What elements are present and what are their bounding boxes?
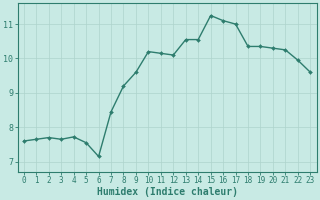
X-axis label: Humidex (Indice chaleur): Humidex (Indice chaleur) <box>97 186 237 197</box>
